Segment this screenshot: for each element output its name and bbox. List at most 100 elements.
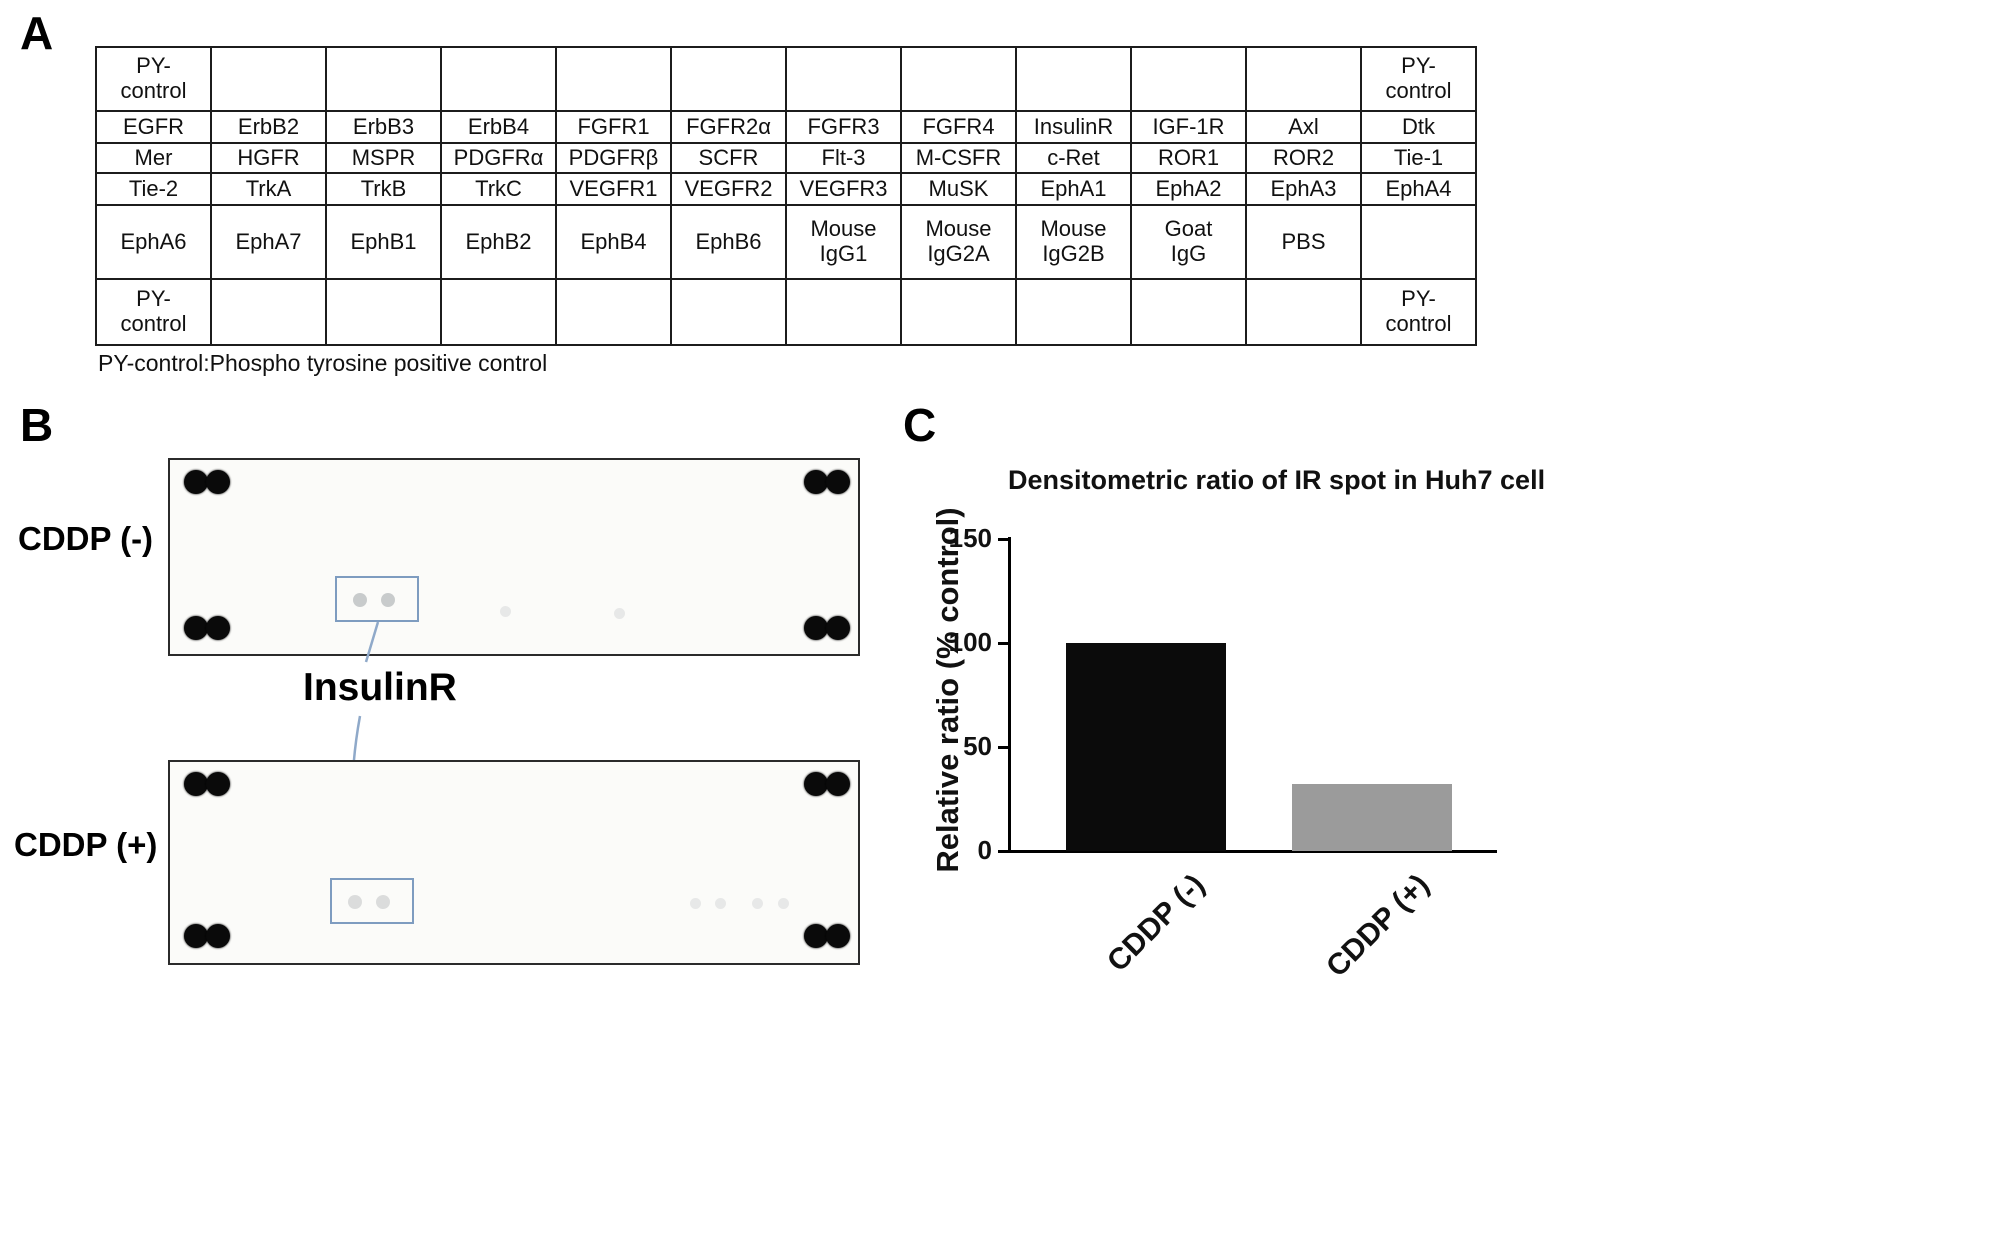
insulinr-highlight-box bbox=[335, 576, 419, 622]
array-cell: Mer bbox=[95, 142, 212, 174]
py-control-dot bbox=[206, 772, 230, 796]
faint-artifact bbox=[500, 606, 511, 617]
array-cell: EphB1 bbox=[325, 204, 442, 280]
array-cell: EphB4 bbox=[555, 204, 672, 280]
array-cell: M-CSFR bbox=[900, 142, 1017, 174]
py-control-dot bbox=[206, 616, 230, 640]
array-cell: VEGFR3 bbox=[785, 172, 902, 206]
array-cell: EphB2 bbox=[440, 204, 557, 280]
x-axis-line bbox=[1008, 850, 1497, 853]
array-cell: ErbB4 bbox=[440, 110, 557, 144]
array-cell bbox=[900, 46, 1017, 112]
array-cell bbox=[1245, 46, 1362, 112]
x-tick-label: CDDP (-) bbox=[1101, 868, 1212, 979]
array-cell: EphB6 bbox=[670, 204, 787, 280]
py-control-dot bbox=[804, 616, 828, 640]
array-cell: MuSK bbox=[900, 172, 1017, 206]
array-cell bbox=[210, 278, 327, 346]
array-cell bbox=[1015, 278, 1132, 346]
y-tick-mark bbox=[998, 642, 1008, 645]
array-cell: Dtk bbox=[1360, 110, 1477, 144]
array-layout-table-body: PY- control PY- control EGFR ErbB2 ErbB3 ErbB… bbox=[95, 46, 1477, 346]
array-cell: PBS bbox=[1245, 204, 1362, 280]
array-cell: InsulinR bbox=[1015, 110, 1132, 144]
array-cell: Axl bbox=[1245, 110, 1362, 144]
insulinr-spot bbox=[376, 895, 390, 909]
bar-cddp- bbox=[1292, 784, 1452, 851]
array-cell: PY- control bbox=[1360, 278, 1477, 346]
array-cell: TrkC bbox=[440, 172, 557, 206]
py-control-dot bbox=[826, 772, 850, 796]
py-control-dot bbox=[826, 616, 850, 640]
panel-b-label: B bbox=[20, 399, 54, 451]
array-cell: FGFR1 bbox=[555, 110, 672, 144]
py-control-dot bbox=[184, 924, 208, 948]
array-cell: FGFR2α bbox=[670, 110, 787, 144]
y-tick-label: 0 bbox=[977, 835, 992, 865]
array-cell: Tie-1 bbox=[1360, 142, 1477, 174]
faint-artifact bbox=[715, 898, 726, 909]
py-control-dot bbox=[826, 470, 850, 494]
array-cell bbox=[1130, 278, 1247, 346]
array-cell: FGFR3 bbox=[785, 110, 902, 144]
faint-artifact bbox=[778, 898, 789, 909]
array-cell: Mouse IgG1 bbox=[785, 204, 902, 280]
array-cell: IGF-1R bbox=[1130, 110, 1247, 144]
faint-artifact bbox=[752, 898, 763, 909]
condition-label-cddp-plus: CDDP (+) bbox=[14, 826, 158, 863]
blot-image-cddp-minus bbox=[168, 458, 860, 656]
array-cell: PY- control bbox=[1360, 46, 1477, 112]
array-cell: EphA4 bbox=[1360, 172, 1477, 206]
y-tick-label: 100 bbox=[948, 627, 992, 657]
array-cell: EGFR bbox=[95, 110, 212, 144]
array-cell: ROR1 bbox=[1130, 142, 1247, 174]
py-control-dot bbox=[826, 924, 850, 948]
array-cell: PY- control bbox=[95, 278, 212, 346]
array-cell: ErbB2 bbox=[210, 110, 327, 144]
array-cell: PDGFRα bbox=[440, 142, 557, 174]
array-cell: TrkA bbox=[210, 172, 327, 206]
array-cell: ROR2 bbox=[1245, 142, 1362, 174]
array-cell bbox=[670, 278, 787, 346]
array-cell bbox=[440, 278, 557, 346]
faint-artifact bbox=[690, 898, 701, 909]
insulinr-spot bbox=[381, 593, 395, 607]
condition-label-cddp-minus: CDDP (-) bbox=[18, 520, 154, 557]
array-cell: EphA2 bbox=[1130, 172, 1247, 206]
faint-artifact bbox=[614, 608, 625, 619]
array-cell: Mouse IgG2A bbox=[900, 204, 1017, 280]
array-cell: MSPR bbox=[325, 142, 442, 174]
array-cell: EphA3 bbox=[1245, 172, 1362, 206]
array-cell bbox=[1130, 46, 1247, 112]
array-cell: VEGFR1 bbox=[555, 172, 672, 206]
array-cell: PY- control bbox=[95, 46, 212, 112]
bar-cddp- bbox=[1066, 643, 1226, 851]
array-cell: EphA7 bbox=[210, 204, 327, 280]
panel-a-label: A bbox=[20, 7, 54, 59]
array-cell: VEGFR2 bbox=[670, 172, 787, 206]
array-cell: EphA1 bbox=[1015, 172, 1132, 206]
array-layout-table: PY- control PY- control EGFR ErbB2 ErbB3 ErbB… bbox=[95, 46, 1477, 346]
py-control-dot bbox=[206, 470, 230, 494]
y-axis-line bbox=[1008, 537, 1011, 853]
y-tick-mark bbox=[998, 850, 1008, 853]
y-tick-label: 50 bbox=[963, 731, 992, 761]
blot-image-cddp-plus bbox=[168, 760, 860, 965]
chart-title: Densitometric ratio of IR spot in Huh7 c… bbox=[1008, 465, 1546, 495]
array-cell bbox=[1245, 278, 1362, 346]
py-control-dot bbox=[804, 924, 828, 948]
array-cell: ErbB3 bbox=[325, 110, 442, 144]
y-axis-label: Relative ratio (% control) bbox=[930, 507, 965, 873]
insulinr-label: InsulinR bbox=[303, 666, 457, 709]
array-cell bbox=[555, 46, 672, 112]
array-cell: EphA6 bbox=[95, 204, 212, 280]
array-cell: Mouse IgG2B bbox=[1015, 204, 1132, 280]
array-cell bbox=[785, 278, 902, 346]
array-cell: c-Ret bbox=[1015, 142, 1132, 174]
array-cell bbox=[1015, 46, 1132, 112]
array-cell bbox=[670, 46, 787, 112]
array-cell: PDGFRβ bbox=[555, 142, 672, 174]
array-cell: Goat IgG bbox=[1130, 204, 1247, 280]
array-cell bbox=[210, 46, 327, 112]
